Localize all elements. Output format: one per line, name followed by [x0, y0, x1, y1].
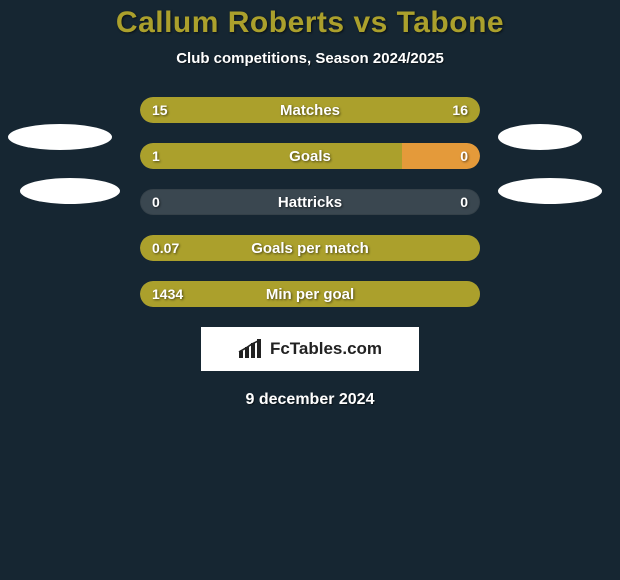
date-text: 9 december 2024 — [0, 391, 620, 409]
page-subtitle: Club competitions, Season 2024/2025 — [0, 50, 620, 67]
stat-bar-matches: 1516Matches — [140, 97, 480, 123]
bar-value-right: 0 — [460, 143, 468, 169]
stat-bar-goals: 10Goals — [140, 143, 480, 169]
side-ellipse — [498, 124, 582, 150]
bar-value-left: 1 — [152, 143, 160, 169]
bar-value-right: 0 — [460, 189, 468, 215]
bar-fill-right — [402, 143, 480, 169]
bar-value-left: 1434 — [152, 281, 183, 307]
logo-box: FcTables.com — [201, 327, 419, 371]
page-title: Callum Roberts vs Tabone — [0, 0, 620, 40]
bar-label: Hattricks — [140, 189, 480, 215]
comparison-infographic: Callum Roberts vs Tabone Club competitio… — [0, 0, 620, 580]
stat-bar-goals-per-match: 0.07Goals per match — [140, 235, 480, 261]
stat-bar-hattricks: 0 0Hattricks — [140, 189, 480, 215]
bar-value-left: 15 — [152, 97, 168, 123]
bar-fill-left — [140, 143, 402, 169]
bar-value-left: 0.07 — [152, 235, 179, 261]
side-ellipse — [20, 178, 120, 204]
stat-bars: 1516Matches10Goals00Hattricks0.07Goals p… — [140, 97, 480, 307]
side-ellipse — [8, 124, 112, 150]
barchart-icon — [238, 339, 264, 359]
bar-fill-left — [140, 235, 480, 261]
logo-text: FcTables.com — [270, 339, 382, 359]
bar-fill-left — [140, 281, 480, 307]
bar-value-left: 0 — [152, 189, 160, 215]
stat-bar-min-per-goal: 1434Min per goal — [140, 281, 480, 307]
bar-value-right: 16 — [452, 97, 468, 123]
side-ellipse — [498, 178, 602, 204]
